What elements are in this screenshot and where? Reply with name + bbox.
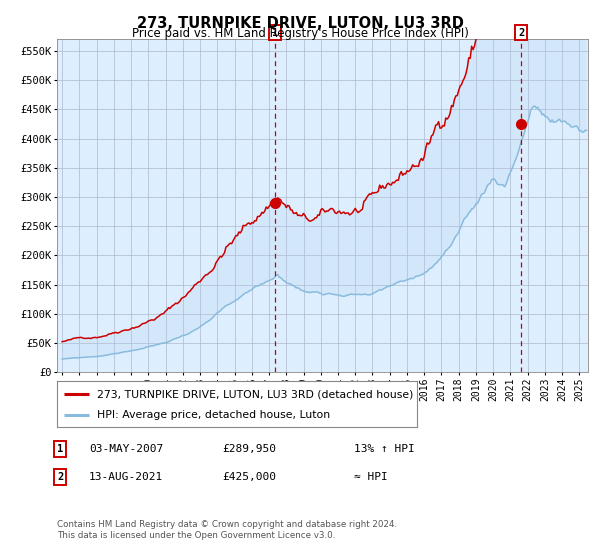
Text: 03-MAY-2007: 03-MAY-2007 — [89, 444, 163, 454]
Text: 1: 1 — [272, 27, 278, 38]
Text: Contains HM Land Registry data © Crown copyright and database right 2024.
This d: Contains HM Land Registry data © Crown c… — [57, 520, 397, 540]
Text: 1: 1 — [57, 444, 63, 454]
Text: 273, TURNPIKE DRIVE, LUTON, LU3 3RD (detached house): 273, TURNPIKE DRIVE, LUTON, LU3 3RD (det… — [97, 389, 413, 399]
Text: 273, TURNPIKE DRIVE, LUTON, LU3 3RD: 273, TURNPIKE DRIVE, LUTON, LU3 3RD — [137, 16, 463, 31]
Text: 13-AUG-2021: 13-AUG-2021 — [89, 472, 163, 482]
Text: £425,000: £425,000 — [222, 472, 276, 482]
Text: 2: 2 — [518, 27, 524, 38]
Text: 13% ↑ HPI: 13% ↑ HPI — [354, 444, 415, 454]
Text: ≈ HPI: ≈ HPI — [354, 472, 388, 482]
Text: Price paid vs. HM Land Registry's House Price Index (HPI): Price paid vs. HM Land Registry's House … — [131, 27, 469, 40]
Text: HPI: Average price, detached house, Luton: HPI: Average price, detached house, Luto… — [97, 410, 330, 421]
Text: £289,950: £289,950 — [222, 444, 276, 454]
Text: 2: 2 — [57, 472, 63, 482]
